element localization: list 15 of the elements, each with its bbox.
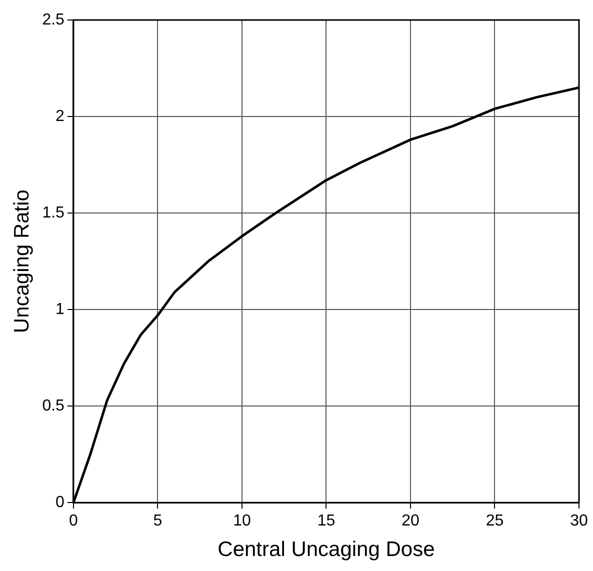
y-axis-title: Uncaging Ratio — [10, 190, 34, 334]
x-tick-label: 30 — [570, 512, 588, 530]
x-tick-label: 25 — [486, 512, 504, 530]
x-tick-label: 5 — [153, 512, 162, 530]
x-tick-label: 20 — [402, 512, 420, 530]
x-tick-label: 0 — [68, 512, 78, 530]
y-tick-label: 1 — [56, 300, 65, 318]
x-tick-label: 10 — [233, 512, 251, 530]
y-tick-label: 0 — [56, 494, 65, 512]
y-tick-label: 0.5 — [42, 397, 65, 414]
x-axis-title: Central Uncaging Dose — [218, 538, 435, 562]
y-tick-label: 2.5 — [42, 11, 65, 28]
y-tick-label: 1.5 — [42, 204, 65, 222]
y-tick-label: 2 — [56, 108, 65, 125]
x-tick-label: 15 — [317, 512, 336, 530]
